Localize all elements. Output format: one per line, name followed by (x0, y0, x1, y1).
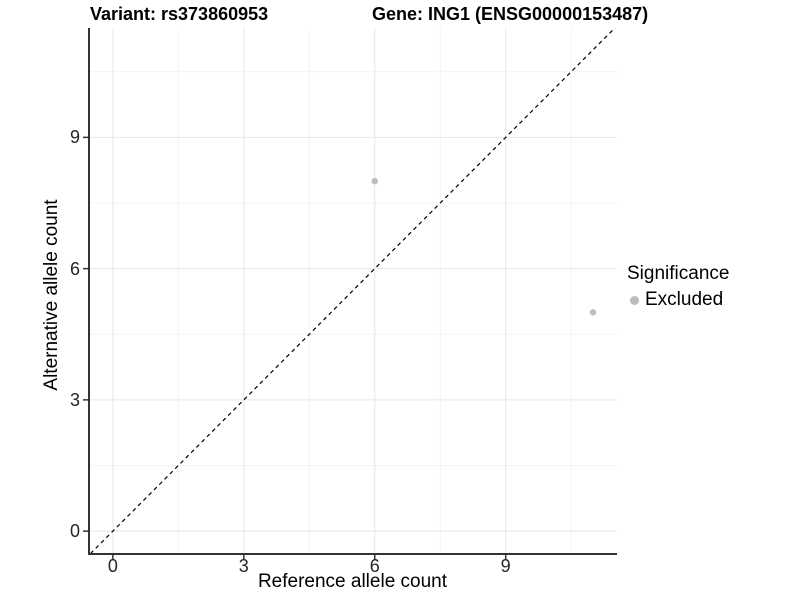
y-tick-label: 9 (69, 127, 80, 148)
y-tick-label: 0 (69, 521, 80, 542)
legend: Significance Excluded (627, 263, 729, 311)
y-tick-label: 3 (69, 389, 80, 410)
y-tick-label: 6 (69, 258, 80, 279)
legend-entries: Excluded (627, 289, 729, 311)
x-tick-label: 6 (369, 556, 380, 576)
legend-title: Significance (627, 263, 730, 284)
legend-point-swatch-icon (630, 295, 639, 305)
y-axis-title: Alternative allele count (41, 199, 62, 391)
x-tick-label: 3 (238, 556, 249, 576)
x-tick-label: 9 (500, 556, 511, 576)
legend-entry: Excluded (627, 289, 729, 311)
data-point (589, 309, 597, 316)
data-point (371, 177, 378, 185)
plot-panel (83, 28, 617, 560)
plot-title-gene: Gene: ING1 (ENSG00000153487) (372, 4, 649, 24)
legend-entry-label: Excluded (645, 289, 724, 310)
plot-title-variant: Variant: rs373860953 (90, 4, 269, 24)
x-axis-title: Reference allele count (257, 571, 448, 592)
x-tick-label: 0 (107, 556, 118, 576)
identity-dashed-line (90, 28, 616, 553)
